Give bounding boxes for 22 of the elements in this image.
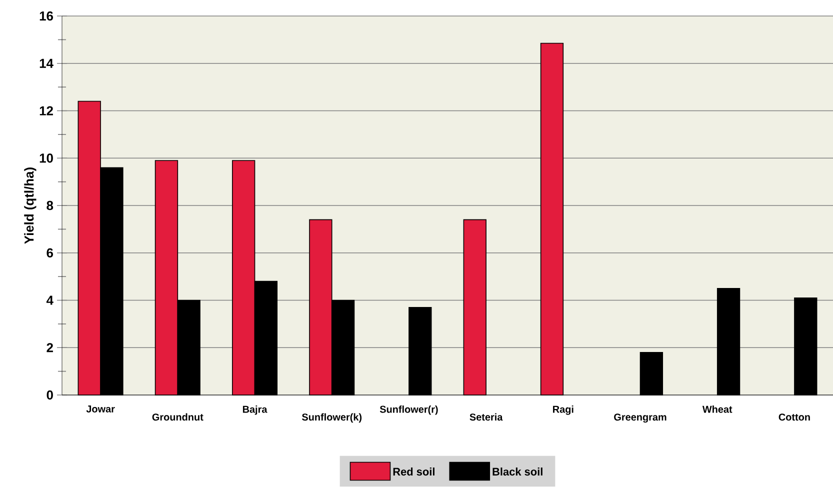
- y-tick-label: 10: [40, 154, 53, 163]
- y-tick-label: 14: [40, 58, 54, 68]
- x-tick-label: Wheat: [702, 406, 732, 413]
- y-axis-title: Yield (qtl/ha): [24, 168, 36, 244]
- y-tick-label: 16: [40, 11, 54, 21]
- x-tick-label: Sunflower(r): [380, 406, 438, 415]
- x-tick-label: Sunflower(k): [302, 413, 362, 423]
- x-tick-label: Seteria: [470, 413, 503, 421]
- y-tick-label: 6: [46, 248, 54, 258]
- legend-label: Red soil: [393, 468, 434, 476]
- y-tick-label: 12: [40, 106, 53, 116]
- x-tick-label: Cotton: [778, 414, 810, 421]
- y-tick-label: 8: [46, 200, 54, 210]
- legend-label: Black soil: [492, 468, 542, 476]
- x-tick-label: Bajra: [242, 406, 268, 415]
- x-tick-label: Groundnut: [152, 413, 204, 421]
- x-tick-label: Ragi: [553, 406, 574, 415]
- y-tick-label: 0: [46, 390, 53, 400]
- x-tick-label: Jowar: [86, 406, 115, 412]
- y-tick-label: 2: [46, 343, 53, 352]
- y-tick-label: 4: [46, 296, 54, 305]
- x-tick-label: Greengram: [614, 414, 666, 423]
